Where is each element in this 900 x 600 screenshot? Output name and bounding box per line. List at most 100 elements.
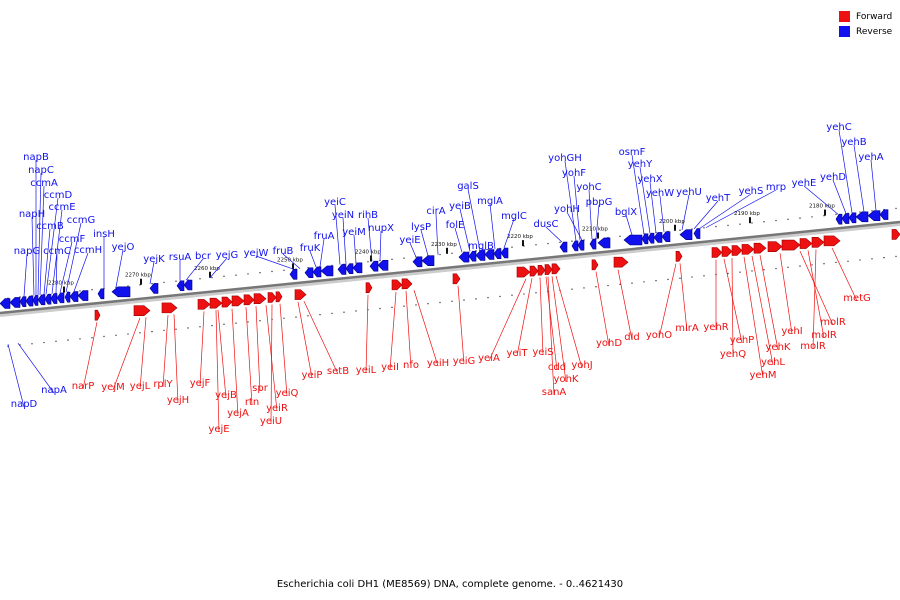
minor-tick <box>247 273 249 275</box>
reverse-gene-label: yehS <box>739 186 764 197</box>
forward-gene-label: molR <box>800 341 826 352</box>
reverse-gene-label: mrp <box>766 182 786 193</box>
gene-forward <box>537 264 546 276</box>
gene-forward <box>161 302 178 314</box>
minor-tick <box>751 270 753 272</box>
forward-gene-label: yohJ <box>571 360 592 371</box>
label-leader <box>282 253 301 269</box>
gene-reverse <box>597 237 611 249</box>
label-leader <box>55 253 58 294</box>
label-leader <box>831 247 858 302</box>
gene-reverse <box>9 297 21 308</box>
gene-forward <box>675 251 683 262</box>
gene-forward <box>197 299 211 310</box>
minor-tick <box>427 303 429 305</box>
minor-tick <box>571 240 573 242</box>
label-leader <box>547 276 555 396</box>
minor-tick <box>559 241 561 244</box>
minor-tick <box>235 274 237 276</box>
label-leader <box>870 159 877 211</box>
reverse-gene-label: fruB <box>273 246 294 257</box>
minor-tick <box>715 225 717 228</box>
minor-tick <box>727 224 729 227</box>
forward-gene-label: rtn <box>245 397 259 408</box>
reverse-gene-label: mglB <box>468 241 494 252</box>
reverse-gene-label: yeiM <box>342 227 365 238</box>
label-leader <box>255 306 261 392</box>
reverse-gene-label: ccmE <box>48 202 75 213</box>
forward-gene-label: yejH <box>167 395 189 406</box>
label-leader <box>779 253 793 335</box>
gene-forward <box>811 237 825 248</box>
minor-tick <box>55 340 57 343</box>
minor-tick <box>247 321 249 323</box>
gene-forward <box>267 292 277 303</box>
label-leader <box>812 249 817 350</box>
gene-reverse <box>679 229 693 240</box>
label-leader <box>39 185 45 295</box>
gene-forward <box>613 256 629 268</box>
label-leader <box>279 303 288 397</box>
forward-gene-label: yejF <box>190 378 211 389</box>
label-leader <box>555 275 583 369</box>
reverse-gene-label: osmF <box>619 147 646 158</box>
reverse-gene-label: yejO <box>112 242 135 253</box>
minor-tick <box>379 307 381 310</box>
reverse-gene-label: yehU <box>676 187 702 198</box>
label-leader <box>215 310 220 433</box>
minor-tick <box>847 260 849 262</box>
label-leader <box>759 255 779 351</box>
reverse-gene-label: ccmG <box>67 215 96 226</box>
gene-reverse <box>50 293 58 304</box>
scale-tick <box>370 255 372 262</box>
scale-tick <box>674 224 676 231</box>
reverse-gene-label: yejK <box>143 254 165 265</box>
label-leader <box>319 238 325 267</box>
label-leader <box>699 193 752 229</box>
gene-forward <box>452 273 461 285</box>
label-leader <box>149 261 155 284</box>
axis-shadow <box>0 222 900 317</box>
scale-label: 2200 kbp <box>659 219 685 225</box>
minor-tick <box>655 279 657 282</box>
minor-tick <box>211 324 213 327</box>
forward-gene-label: yejM <box>101 382 124 393</box>
label-leader <box>353 234 357 264</box>
gene-reverse <box>32 295 39 306</box>
label-leader <box>365 294 369 374</box>
forward-gene-label: yehM <box>749 370 776 381</box>
forward-swatch <box>839 11 850 22</box>
minor-tick <box>691 276 693 278</box>
label-leader <box>545 276 558 371</box>
reverse-gene-label: bglX <box>615 207 637 218</box>
minor-tick <box>463 299 465 301</box>
label-leader <box>112 317 141 391</box>
gene-forward <box>529 265 539 277</box>
gene-forward <box>253 293 267 305</box>
label-leader <box>588 189 593 240</box>
gene-reverse <box>97 288 105 300</box>
gene-reverse <box>647 232 655 244</box>
gene-reverse <box>183 279 193 291</box>
forward-gene-label: yeiG <box>453 356 476 367</box>
minor-tick <box>91 288 93 291</box>
gene-forward <box>133 305 151 316</box>
minor-tick <box>835 213 837 216</box>
label-leader <box>731 257 734 358</box>
forward-gene-label: metG <box>843 293 871 304</box>
label-leader <box>297 301 313 379</box>
scale-label: 2180 kbp <box>809 204 835 210</box>
reverse-gene-label: yeiN <box>332 210 354 221</box>
minor-tick <box>283 317 285 319</box>
label-leader <box>551 276 567 383</box>
gene-forward <box>799 238 813 249</box>
reverse-gene-label: yejW <box>244 248 269 259</box>
minor-tick <box>751 222 753 224</box>
label-leader <box>209 257 228 278</box>
scale-tick <box>597 232 599 239</box>
gene-reverse <box>345 263 354 274</box>
gene-forward <box>275 291 283 303</box>
forward-gene-label: yejA <box>227 408 249 419</box>
forward-gene-label: yeiR <box>266 403 288 414</box>
gene-reverse <box>475 250 486 261</box>
